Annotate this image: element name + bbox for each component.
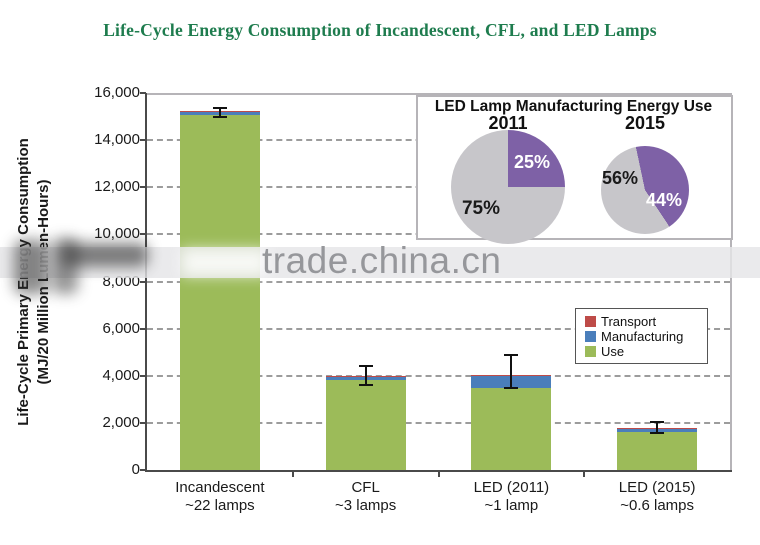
error-bar-cap-top [504,353,519,356]
gridline-4000 [147,374,730,377]
gridline-6000 [147,327,730,330]
watermark-smudge-1 [14,240,48,294]
category-sublabel: ~3 lamps [334,497,397,514]
error-bar-line [656,421,659,434]
category-name: LED (2015) [618,479,696,496]
error-bar-cap-bottom [504,386,519,389]
pie-2015-gray-slice-label: 56% [601,168,639,188]
y-axis-tick-mark [140,327,146,330]
error-bar-cap-bottom [212,115,227,118]
legend-label-use: Use [601,343,625,359]
page-title: Life-Cycle Energy Consumption of Incande… [103,20,657,40]
legend-label-transport: Transport [601,313,657,329]
x-axis-category-label: CFL ~3 lamps [294,479,438,515]
category-name: CFL [351,479,380,496]
gridline-2000 [147,421,730,424]
y-axis-tick-mark [140,233,146,236]
x-axis-tick-mark [437,471,440,477]
category-name: Incandescent [175,479,265,496]
y-axis-line [145,93,147,472]
y-axis-tick-mark [140,421,146,424]
bar-segment-use-2 [325,379,406,470]
category-name: LED (2011) [473,479,550,496]
legend: Transport Manufacturing Use [575,308,708,364]
error-bar-line [510,354,513,388]
x-axis-tick-mark [583,471,586,477]
use-color-swatch [585,345,596,357]
error-bar-cap-bottom [358,384,373,387]
y-axis-tick-label: 14,000 [94,131,140,149]
pie-2015-purple-slice-label: 44% [645,190,683,210]
legend-item-manufacturing: Manufacturing [585,328,707,344]
y-axis-tick-label: 16,000 [94,84,140,101]
manufacturing-color-swatch [585,330,596,342]
category-sublabel: ~1 lamp [484,497,539,514]
y-axis-tick-label: 6,000 [102,319,140,337]
x-axis-category-label: Incandescent ~22 lamps [148,479,292,515]
error-bar-cap-top [212,107,227,110]
y-axis-tick-mark [140,469,146,471]
x-axis-category-label: LED (2015) ~0.6 lamps [585,479,729,515]
pie-chart-2011 [451,130,565,244]
y-axis-tick-mark [140,92,146,94]
error-bar-cap-top [358,365,373,368]
watermark-text: trade.china.cn [262,240,502,281]
y-axis-tick-label: 12,000 [94,178,140,196]
watermark-glow [182,249,267,276]
legend-item-use: Use [585,343,707,359]
plot-area-frame [147,93,732,472]
watermark-smudge-3 [62,243,148,267]
y-axis-tick-mark [140,374,146,377]
error-bar-cap-top [650,420,665,423]
pie-2011-purple-slice-label: 25% [513,152,551,172]
x-axis-category-label: LED (2011) ~1 lamp [439,479,583,515]
error-bar-line [364,366,367,386]
transport-color-swatch [585,315,596,327]
gridline-8000 [147,280,730,283]
category-sublabel: ~0.6 lamps [620,497,695,514]
error-bar-cap-bottom [650,432,665,435]
pie-chart-2015 [601,146,689,234]
pie-2011-year-label: 2011 [488,113,528,133]
y-axis-tick-mark [140,280,146,283]
pie-2015-year-label: 2015 [624,113,666,133]
x-axis-tick-mark [291,471,294,477]
category-sublabel: ~22 lamps [185,497,255,514]
error-bar-line [218,108,221,117]
y-axis-tick-label: 0 [131,461,140,478]
y-axis-tick-mark [140,186,146,189]
y-axis-tick-label: 4,000 [102,366,140,384]
bar-segment-use-3 [471,387,552,470]
legend-label-manufacturing: Manufacturing [601,328,684,344]
y-axis-tick-mark [140,139,146,142]
legend-item-transport: Transport [585,313,707,329]
y-axis-tick-label: 2,000 [102,413,140,431]
inset-title: LED Lamp Manufacturing Energy Use [434,98,713,115]
bar-segment-use-4 [617,432,698,470]
y-axis-tick-label: 10,000 [94,225,140,243]
bar-segment-use-1 [179,114,260,470]
pie-2011-gray-slice-label: 75% [461,198,501,219]
